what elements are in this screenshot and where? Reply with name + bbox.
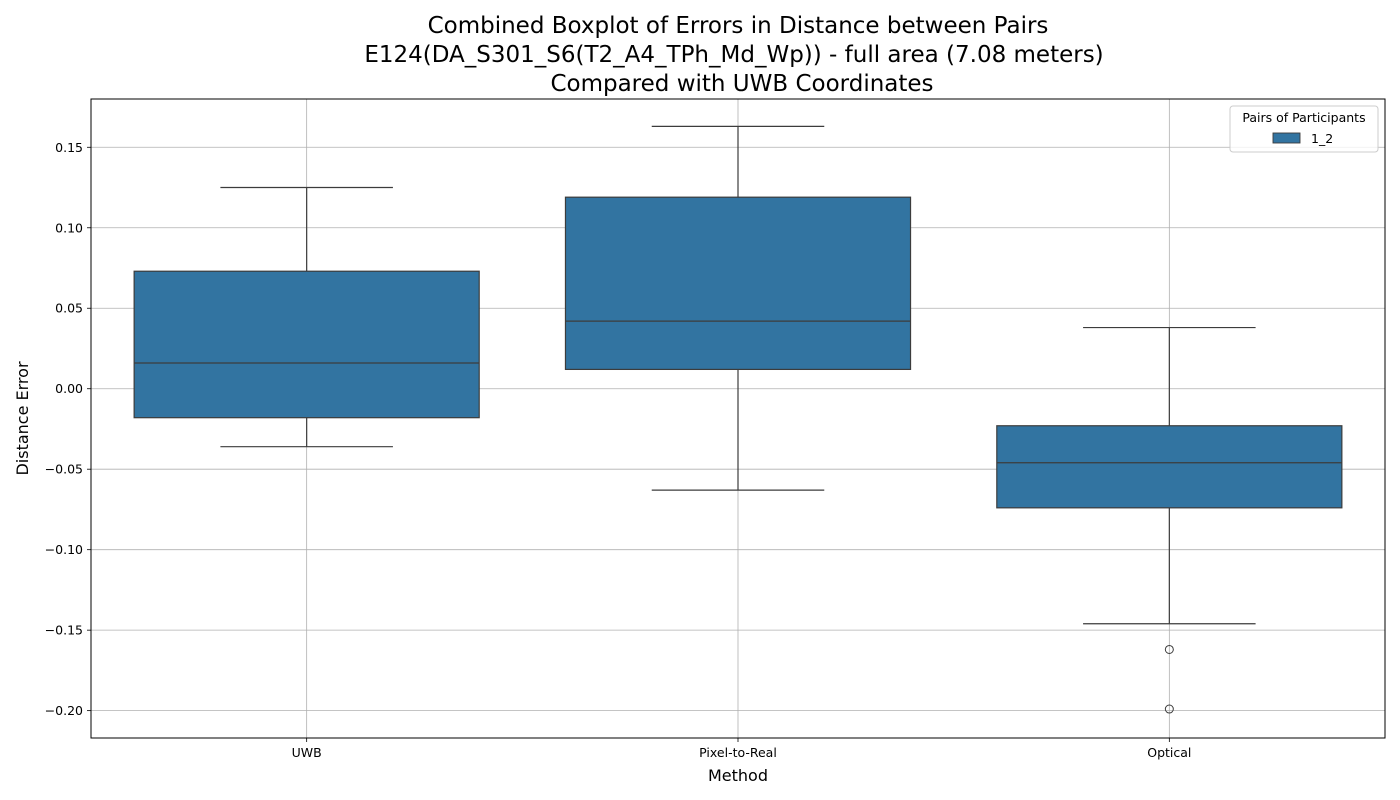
y-tick-label: 0.00: [55, 381, 83, 396]
legend: Pairs of Participants 1_2: [1229, 105, 1379, 153]
chart-title-line-2: E124(DA_S301_S6(T2_A4_TPh_Md_Wp)) - full…: [364, 42, 1103, 68]
y-tick-label: 0.10: [55, 220, 83, 235]
y-tick-label: −0.20: [45, 703, 83, 718]
legend-swatch-1_2: [1272, 132, 1301, 144]
axis-ticks: −0.20 −0.15 −0.10 −0.05 0.00 0.05 0.10 0.15 UWB P…: [45, 140, 1192, 760]
x-tick-label: Optical: [1147, 745, 1191, 760]
boxes: [133, 125, 1343, 714]
y-tick-label: −0.05: [45, 462, 83, 477]
plot-area-frame: [90, 98, 1386, 739]
legend-frame: [1229, 105, 1379, 153]
y-tick-label: 0.15: [55, 140, 83, 155]
y-axis-label: Distance Error: [13, 361, 32, 475]
iqr-box: [564, 196, 912, 371]
box-uwb: [133, 186, 480, 448]
legend-entry-1_2: 1_2: [1311, 131, 1333, 146]
y-tick-label: −0.10: [45, 542, 83, 557]
chart-title-line-1: Combined Boxplot of Errors in Distance b…: [428, 13, 1049, 39]
outlier-point: [1164, 704, 1174, 714]
x-tick-label: UWB: [292, 745, 322, 760]
chart-title-line-3: Compared with UWB Coordinates: [550, 71, 933, 97]
x-tick-label: Pixel-to-Real: [699, 745, 777, 760]
y-tick-label: 0.05: [55, 301, 83, 316]
box-optical: [996, 326, 1343, 714]
iqr-box: [996, 425, 1343, 509]
x-axis-label: Method: [708, 766, 768, 785]
box-pixel-to-real: [564, 125, 912, 491]
outlier-point: [1164, 644, 1174, 654]
iqr-box: [133, 270, 480, 419]
y-tick-label: −0.15: [45, 623, 83, 638]
chart-title: Combined Boxplot of Errors in Distance b…: [364, 13, 1103, 97]
legend-title: Pairs of Participants: [1242, 110, 1365, 125]
